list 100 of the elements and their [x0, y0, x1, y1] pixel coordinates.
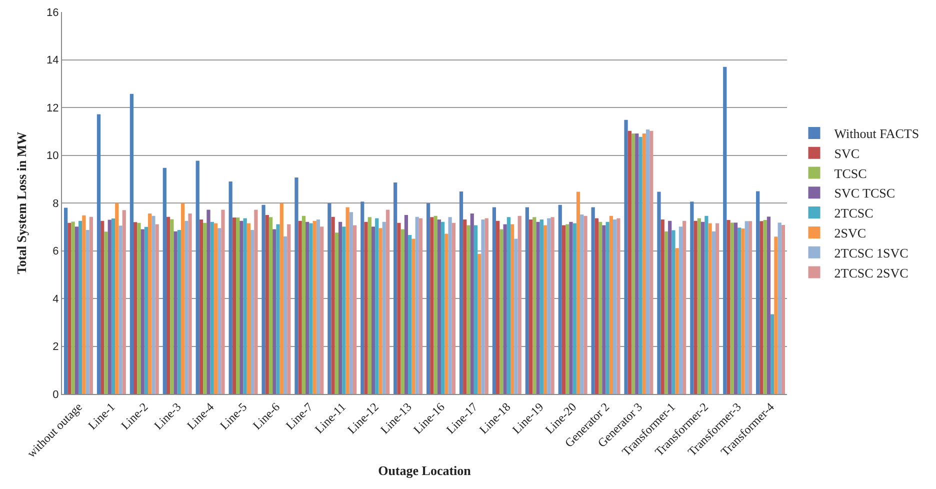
bar	[459, 192, 464, 394]
bar	[518, 216, 522, 394]
bar	[466, 225, 470, 394]
bar	[503, 224, 507, 394]
bar	[506, 217, 511, 394]
bar	[298, 220, 302, 394]
x-axis-title: Outage Location	[378, 463, 472, 478]
bar	[137, 222, 141, 394]
bar	[481, 219, 485, 394]
bar	[540, 219, 544, 394]
bar	[68, 222, 72, 394]
y-tick-label: 6	[52, 246, 59, 258]
y-tick-label: 8	[52, 198, 59, 210]
bar	[678, 226, 683, 394]
bar	[726, 220, 730, 394]
bar	[243, 218, 247, 394]
bar	[86, 230, 90, 394]
bar	[774, 236, 778, 394]
bar	[338, 222, 342, 394]
bar	[262, 204, 266, 394]
bar	[514, 238, 518, 394]
bar	[268, 217, 273, 394]
bar	[642, 134, 646, 394]
bar	[730, 222, 734, 394]
bar	[668, 220, 672, 394]
bar	[206, 210, 210, 394]
bar	[166, 216, 170, 394]
bar	[734, 222, 738, 394]
bar	[240, 220, 244, 394]
bar	[404, 214, 408, 394]
y-tick-label: 10	[46, 150, 59, 162]
bar	[712, 231, 716, 394]
bar	[302, 216, 306, 394]
bar	[162, 168, 166, 394]
bar	[478, 254, 482, 394]
bar	[364, 222, 368, 394]
bar	[408, 234, 412, 394]
bar	[536, 222, 540, 394]
bar	[700, 222, 705, 394]
bar	[496, 220, 500, 394]
bar	[397, 222, 401, 394]
bar	[130, 94, 134, 394]
bar	[100, 220, 104, 394]
bar	[148, 214, 152, 394]
bar	[763, 220, 767, 394]
bar	[140, 229, 144, 394]
bar	[111, 218, 116, 394]
bar	[368, 217, 372, 394]
bar	[378, 228, 382, 394]
bar	[463, 219, 467, 394]
bar	[532, 217, 536, 394]
y-tick-label: 2	[52, 341, 59, 354]
bar	[594, 218, 598, 394]
bar	[760, 221, 764, 394]
bar	[591, 207, 595, 394]
bar	[704, 216, 708, 394]
y-tick-label: 12	[46, 102, 59, 114]
bar	[598, 222, 602, 394]
bar	[543, 225, 548, 394]
bar	[606, 222, 610, 394]
bar	[349, 212, 353, 394]
bar	[415, 216, 419, 394]
bar	[184, 220, 188, 394]
legend-label: SVC	[834, 146, 860, 161]
bar	[294, 177, 298, 394]
legend-label: 2SVC	[834, 226, 866, 241]
bar	[155, 224, 159, 394]
bar	[360, 202, 364, 394]
bar	[566, 224, 570, 394]
bar	[394, 182, 398, 394]
bar	[276, 224, 280, 394]
bar	[474, 225, 478, 394]
legend-label: 2TCSC	[834, 206, 874, 221]
bar	[657, 192, 661, 394]
bar	[569, 222, 573, 394]
bar	[448, 217, 452, 394]
bar	[328, 203, 332, 394]
bar	[430, 217, 434, 394]
bar	[412, 238, 416, 394]
bar	[584, 216, 588, 394]
bar	[312, 220, 316, 394]
bar	[196, 160, 200, 394]
y-tick-label: 16	[46, 6, 59, 19]
bar	[104, 232, 108, 394]
legend-label: 2TCSC 1SVC	[834, 245, 908, 260]
bar	[723, 66, 727, 394]
bar	[635, 134, 639, 394]
bar	[280, 203, 284, 394]
bar	[646, 129, 650, 394]
bar	[250, 230, 254, 394]
bar	[180, 203, 185, 394]
y-tick-label: 0	[52, 388, 59, 401]
bar	[78, 220, 82, 394]
bar	[550, 217, 554, 394]
bar	[210, 222, 214, 394]
bar	[334, 232, 338, 394]
bar	[510, 224, 514, 394]
bar	[118, 226, 122, 394]
bar	[400, 229, 404, 394]
bar	[309, 223, 313, 394]
